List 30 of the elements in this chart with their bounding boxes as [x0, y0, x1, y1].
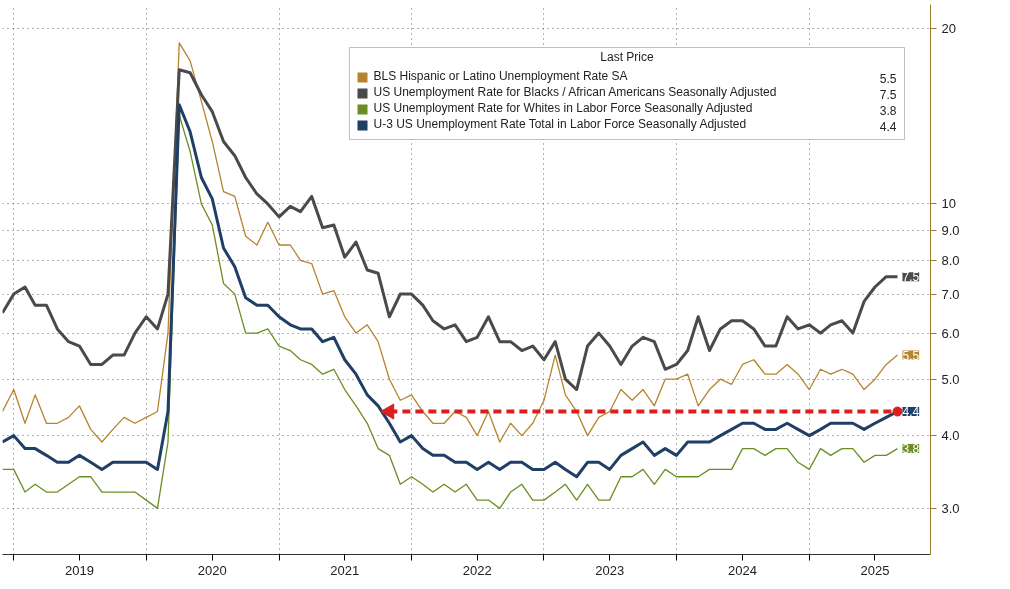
y-tick-label: 4.0 [941, 428, 960, 444]
text: 5.5 [879, 71, 897, 86]
x-tick-label: 2019 [64, 562, 94, 578]
x-tick-label: 2025 [860, 562, 890, 578]
y-tick-label: 8.0 [941, 252, 960, 268]
text: 3.8 [879, 103, 897, 118]
y-tick-label: 6.0 [941, 325, 960, 341]
x-tick-label: 2020 [197, 562, 227, 578]
y-tick-label: 10 [941, 196, 956, 212]
data-label: 5.5 [902, 348, 920, 363]
text: 7.5 [879, 87, 897, 102]
x-tick-label: 2023 [595, 562, 625, 578]
legend-label: US Unemployment Rate for Blacks / African Americans Seasonally Adjusted [373, 84, 777, 99]
y-tick-label: 3.0 [941, 500, 960, 516]
text: 4.4 [879, 119, 897, 134]
legend-label: US Unemployment Rate for Whites in Labor Force Seasonally Adjusted [373, 100, 753, 115]
y-tick-label: 7.0 [941, 286, 960, 302]
y-tick-label: 9.0 [941, 223, 960, 239]
x-tick-label: 2021 [330, 562, 360, 578]
data-label: 7.5 [902, 270, 920, 285]
y-tick-label: 20 [941, 21, 956, 37]
x-tick-label: 2024 [728, 562, 757, 578]
legend-title: Last Price [600, 49, 654, 64]
y-tick-label: 5.0 [941, 371, 960, 387]
data-label: 3.8 [902, 442, 920, 457]
data-label: 4.4 [902, 405, 920, 420]
line-series [2, 42, 899, 443]
legend-label: U-3 US Unemployment Rate Total in Labor Force Seasonally Adjusted [373, 116, 747, 131]
legend-label: BLS Hispanic or Latino Unemployment Rate SA [373, 68, 628, 83]
x-tick-label: 2022 [462, 562, 492, 578]
